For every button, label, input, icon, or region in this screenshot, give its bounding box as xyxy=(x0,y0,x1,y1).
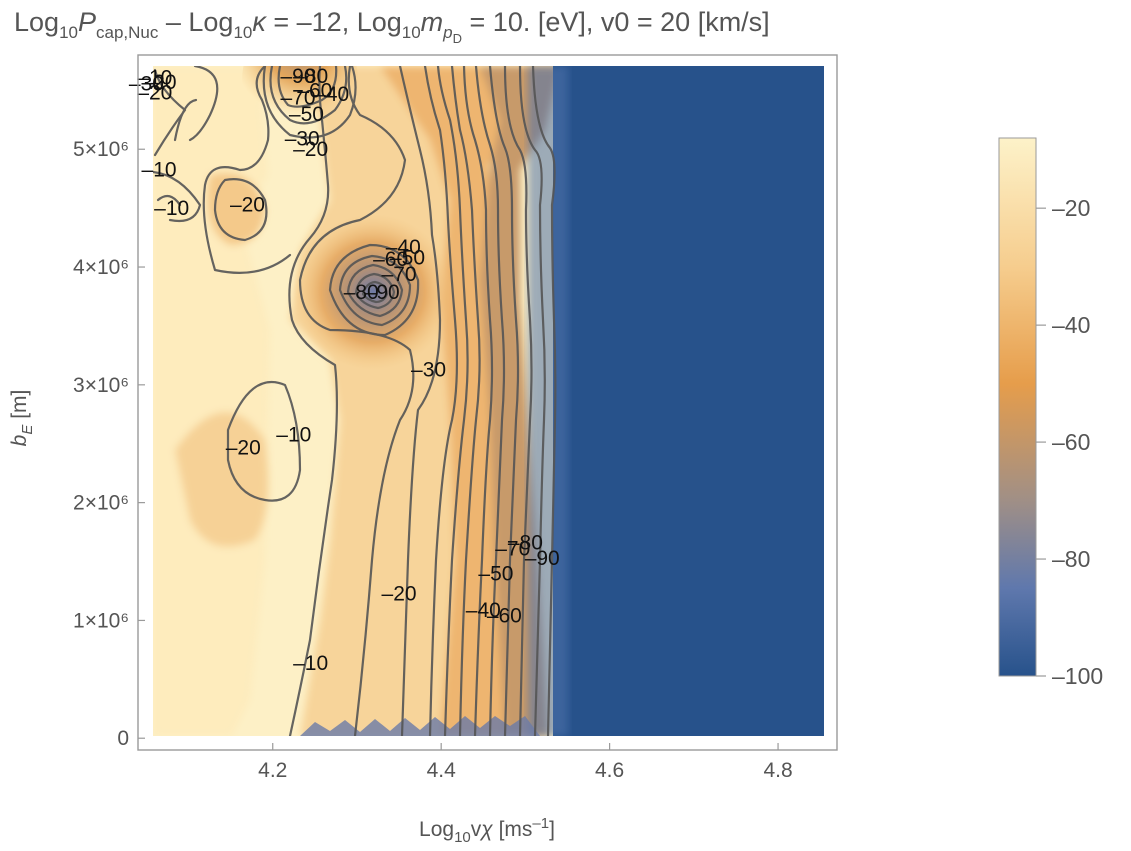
contour-line xyxy=(531,66,557,736)
x-tick-label: 4.4 xyxy=(427,759,457,782)
x-tick-label: 4.8 xyxy=(763,759,792,782)
colorbar-tick-label: –60 xyxy=(1052,429,1090,455)
y-axis-label: bE [m] xyxy=(8,390,36,447)
contour-line xyxy=(213,178,268,242)
contour-line xyxy=(338,254,412,327)
contour-label: –50 xyxy=(289,103,324,126)
contour-line xyxy=(288,66,339,736)
contour-line xyxy=(423,66,459,736)
contour-line xyxy=(298,66,415,736)
colorbar-tick-label: –20 xyxy=(1052,195,1090,221)
density-field xyxy=(153,66,824,736)
contour-label: –60 xyxy=(487,605,522,628)
contour-label: –30 xyxy=(285,128,320,151)
contour-label: –80 xyxy=(293,65,328,88)
contour-label: –10 xyxy=(142,158,177,181)
contour-label: –80 xyxy=(508,532,543,555)
contour-line xyxy=(518,66,546,736)
contour-label: –50 xyxy=(390,247,425,270)
contour-line xyxy=(346,263,404,318)
contour-label: –50 xyxy=(478,562,513,585)
contour-line xyxy=(173,98,198,142)
contour-line xyxy=(354,272,396,310)
contour-label: –20 xyxy=(226,436,261,459)
x-axis-ticks: 4.2 4.4 4.6 4.8 xyxy=(258,743,793,782)
contour-label: –80 xyxy=(344,281,379,304)
colorbar-ticks: –20 –40 –60 –80 –100 xyxy=(1036,195,1103,689)
y-axis-ticks: 0 1×10⁶ 2×10⁶ 3×10⁶ 4×10⁶ 5×10⁶ xyxy=(73,138,145,750)
x-tick-label: 4.2 xyxy=(258,759,287,782)
x-axis-label: Log10vχ [ms–1] xyxy=(419,815,555,846)
contour-label: –60 xyxy=(297,79,332,102)
contour-label: –70 xyxy=(280,86,315,109)
x-tick-label: 4.6 xyxy=(595,759,624,782)
colorbar xyxy=(998,137,1037,677)
y-tick-label: 0 xyxy=(117,727,129,750)
contour-lines xyxy=(153,66,557,736)
contour-line xyxy=(277,66,338,108)
colorbar-tick-label: –80 xyxy=(1052,546,1090,572)
contour-label: –40 xyxy=(314,83,349,106)
contour-label: –10 xyxy=(293,652,328,675)
y-tick-label: 3×10⁶ xyxy=(73,374,129,397)
contour-line xyxy=(361,280,389,304)
contour-line xyxy=(262,66,357,139)
colorbar-tick-label: –100 xyxy=(1052,663,1103,689)
y-tick-label: 2×10⁶ xyxy=(73,492,129,515)
y-tick-label: 4×10⁶ xyxy=(73,256,129,279)
contour-line xyxy=(398,66,442,736)
contour-line xyxy=(226,380,302,502)
contour-line xyxy=(503,66,533,736)
contour-label: –20 xyxy=(137,82,172,105)
contour-label: –10 xyxy=(276,423,311,446)
colorbar-tick-label: –40 xyxy=(1052,312,1090,338)
contour-label: –60 xyxy=(373,248,408,271)
contour-line xyxy=(328,243,420,337)
contour-label: –40 xyxy=(386,236,421,259)
contour-line xyxy=(153,170,202,223)
contour-label: –70 xyxy=(382,263,417,286)
contour-label: –90 xyxy=(280,65,315,88)
contour-line xyxy=(488,66,520,736)
contour-label: –90 xyxy=(365,281,400,304)
contour-label: –10 xyxy=(137,66,172,89)
contour-label: –30 xyxy=(411,359,446,382)
contour-line xyxy=(269,66,348,125)
contour-label: –70 xyxy=(495,538,530,561)
contour-label: –20 xyxy=(382,582,417,605)
plot-frame xyxy=(137,54,838,751)
contour-label: –90 xyxy=(525,547,560,570)
contour-label: –20 xyxy=(230,194,265,217)
contour-line xyxy=(202,66,292,274)
chart-title: Log10Pcap,Nuc – Log10κ = –12, Log10mpD =… xyxy=(14,7,770,46)
contour-line xyxy=(156,194,182,207)
y-tick-label: 1×10⁶ xyxy=(73,609,129,632)
contour-line xyxy=(188,66,219,142)
contour-label: –10 xyxy=(154,197,189,220)
contour-line xyxy=(450,66,481,736)
y-tick-label: 5×10⁶ xyxy=(73,138,129,161)
contour-label: –20 xyxy=(142,71,177,94)
contour-label: –40 xyxy=(466,599,501,622)
contour-line xyxy=(462,66,494,736)
contour-line xyxy=(474,66,506,736)
contour-label: –20 xyxy=(293,138,328,161)
contour-line xyxy=(436,66,469,736)
